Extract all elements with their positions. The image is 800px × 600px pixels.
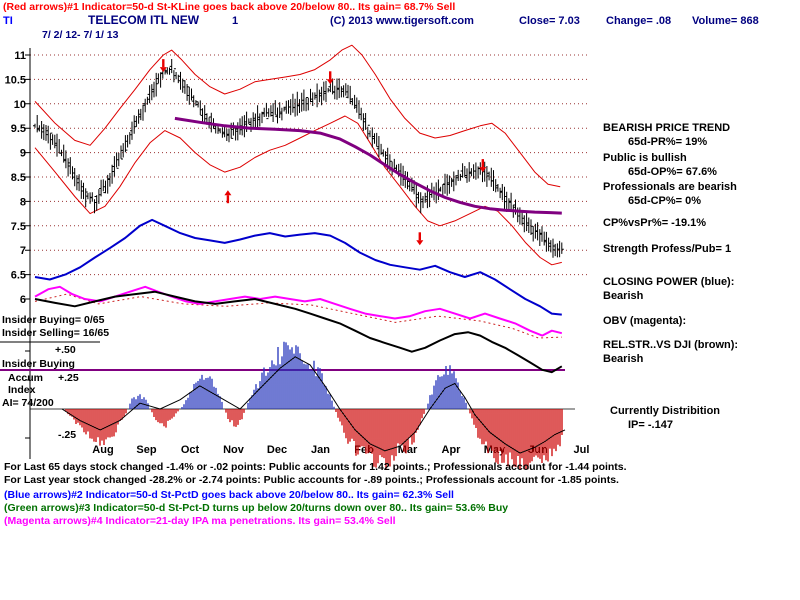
footer-65day-summary: For Last 65 days stock changed -1.4% or … [4, 461, 627, 473]
cp-vs-pr: CP%vsPr%= -19.1% [603, 217, 707, 229]
svg-text:6.5: 6.5 [11, 270, 26, 282]
closing-power-status: Bearish [603, 290, 644, 302]
chart-number: 1 [232, 15, 239, 27]
svg-text:Jan: Jan [311, 444, 330, 456]
pr-percent: 65d-PR%= 19% [628, 136, 708, 148]
svg-text:9.5: 9.5 [11, 123, 26, 135]
svg-text:7: 7 [20, 245, 26, 257]
change-value: Change= .08 [606, 15, 672, 27]
svg-text:Oct: Oct [181, 444, 200, 456]
svg-text:7.5: 7.5 [11, 221, 26, 233]
professionals-sentiment: Professionals are bearish [603, 181, 737, 193]
svg-text:Nov: Nov [223, 444, 245, 456]
ip-value: IP= -.147 [628, 419, 673, 431]
signal-legend-magenta: (Magenta arrows)#4 Indicator=21-day IPA … [4, 515, 396, 527]
op-percent: 65d-OP%= 67.6% [628, 166, 717, 178]
signal-legend-green: (Green arrows)#3 Indicator=50-d St-Pct-D… [4, 502, 509, 514]
volume-value: Volume= 868 [692, 15, 759, 27]
svg-text:8: 8 [20, 196, 26, 208]
scale-plus-50: +.50 [55, 344, 76, 356]
signal-legend-red: (Red arrows)#1 Indicator=50-d St-KLine g… [3, 1, 456, 13]
closing-power-title: CLOSING POWER (blue): [603, 276, 735, 288]
accum-label: Accum [8, 372, 44, 384]
index-label: Index [8, 384, 36, 396]
scale-plus-25: +.25 [58, 372, 79, 384]
distribution-status: Currently Distribition [610, 405, 721, 417]
svg-text:Feb: Feb [354, 444, 374, 456]
price-trend-title: BEARISH PRICE TREND [603, 122, 731, 134]
public-sentiment: Public is bullish [603, 152, 687, 164]
strength-ratio: Strength Profess/Pub= 1 [603, 243, 732, 255]
svg-text:8.5: 8.5 [11, 172, 26, 184]
date-range: 7/ 2/ 12- 7/ 1/ 13 [42, 29, 119, 41]
svg-text:May: May [484, 444, 506, 456]
symbol-name: TELECOM ITL NEW [88, 13, 200, 27]
svg-text:9: 9 [20, 148, 26, 160]
footer-year-summary: For Last year stock changed -28.2% or -2… [4, 474, 619, 486]
svg-text:Apr: Apr [442, 444, 462, 456]
insider-buying-count: Insider Buying= 0/65 [2, 314, 105, 326]
svg-text:Aug: Aug [92, 444, 113, 456]
ticker-id: TI [3, 15, 13, 27]
obv-title: OBV (magenta): [603, 315, 687, 327]
scale-minus-25: -.25 [58, 429, 77, 441]
copyright: (C) 2013 www.tigersoft.com [330, 15, 474, 27]
svg-text:Sep: Sep [136, 444, 156, 456]
signal-legend-blue: (Blue arrows)#2 Indicator=50-d St-PctD g… [4, 489, 454, 501]
svg-text:Dec: Dec [267, 444, 287, 456]
svg-text:10.5: 10.5 [5, 74, 26, 86]
ai-value: AI= 74/200 [2, 397, 54, 409]
insider-buying-label: Insider Buying [2, 358, 75, 370]
svg-text:11: 11 [14, 50, 26, 62]
svg-text:Jul: Jul [574, 444, 590, 456]
svg-text:6: 6 [20, 294, 26, 306]
rel-str-status: Bearish [603, 353, 644, 365]
svg-text:10: 10 [14, 99, 26, 111]
insider-selling-count: Insider Selling= 16/65 [2, 327, 110, 339]
rel-str-title: REL.STR..VS DJI (brown): [603, 339, 739, 351]
close-value: Close= 7.03 [519, 15, 580, 27]
cp-percent: 65d-CP%= 0% [628, 195, 702, 207]
